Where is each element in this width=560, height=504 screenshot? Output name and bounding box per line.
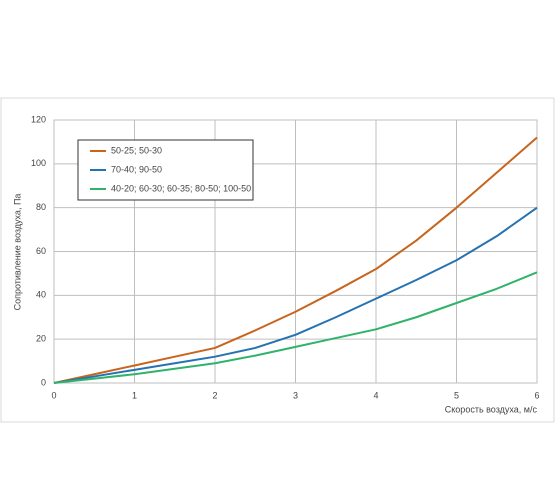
- y-tick-label: 20: [36, 334, 46, 344]
- y-tick-label: 0: [41, 377, 46, 387]
- legend-label: 50-25; 50-30: [111, 145, 162, 155]
- plot-border: [53, 119, 538, 384]
- x-tick-label: 3: [293, 390, 298, 400]
- y-tick-label: 40: [36, 290, 46, 300]
- line-series: [53, 271, 538, 384]
- x-tick-label: 1: [132, 390, 137, 400]
- chart-frame: [0, 97, 555, 423]
- x-axis-label: Скорость воздуха, м/с: [445, 404, 538, 414]
- legend-box: [77, 139, 254, 201]
- legend-label: 70-40; 90-50: [111, 164, 162, 174]
- line-series: [53, 206, 538, 384]
- y-tick-label: 120: [31, 114, 46, 124]
- y-tick-label: 100: [31, 158, 46, 168]
- y-tick-label: 60: [36, 246, 46, 256]
- y-axis-label: Сопротивление воздуха, Па: [12, 194, 22, 311]
- y-tick-label: 80: [36, 202, 46, 212]
- x-tick-label: 6: [534, 390, 539, 400]
- line-series: [53, 136, 538, 384]
- legend-label: 40-20; 60-30; 60-35; 80-50; 100-50: [111, 183, 251, 193]
- x-tick-label: 2: [212, 390, 217, 400]
- x-tick-label: 5: [454, 390, 459, 400]
- x-tick-label: 0: [51, 390, 56, 400]
- x-tick-label: 4: [373, 390, 378, 400]
